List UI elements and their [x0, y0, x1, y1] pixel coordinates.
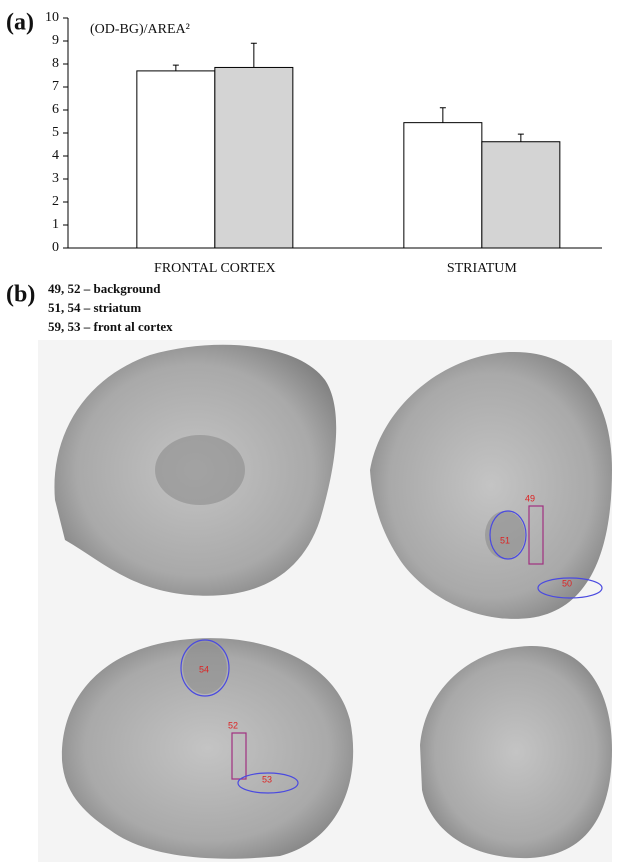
y-axis-label: (OD-BG)/AREA²	[90, 22, 190, 37]
roi-outline	[231, 732, 247, 780]
y-tick-label: 5	[52, 125, 59, 140]
tissue-region	[485, 511, 525, 559]
bar	[214, 66, 294, 249]
error-bar	[439, 107, 446, 123]
tissue-region	[183, 642, 227, 694]
y-tick-label: 6	[52, 102, 59, 117]
roi-label: 52	[228, 720, 238, 730]
tissue-section	[420, 645, 612, 859]
legend-line: 59, 53 – front al cortex	[48, 319, 173, 334]
roi-outline	[528, 505, 544, 565]
tissue-region	[155, 435, 245, 505]
y-tick-label: 10	[45, 10, 59, 25]
y-tick-label: 1	[52, 217, 59, 232]
roi-label: 53	[262, 774, 272, 784]
panel-label: (a)	[6, 10, 34, 36]
bar	[136, 70, 216, 249]
bar	[403, 122, 483, 249]
legend-line: 49, 52 – background	[48, 281, 161, 296]
roi-outline	[237, 772, 299, 794]
bar	[481, 141, 561, 249]
y-tick-label: 8	[52, 56, 59, 71]
error-bar	[172, 64, 179, 71]
roi-outline	[489, 510, 527, 560]
roi-outline	[180, 639, 230, 697]
tissue-section	[370, 351, 612, 619]
legend-line: 51, 54 – striatum	[48, 300, 141, 315]
error-bar	[250, 42, 257, 68]
roi-label: 54	[199, 664, 209, 674]
panel-label: (b)	[6, 282, 35, 308]
error-bar	[517, 133, 524, 142]
roi-label: 51	[500, 535, 510, 545]
roi-outline	[537, 577, 603, 599]
y-tick-label: 4	[52, 148, 59, 163]
y-tick-label: 2	[52, 194, 59, 209]
y-tick-label: 9	[52, 33, 59, 48]
brain-image: 49 51 50 52 54 53	[38, 340, 612, 862]
roi-label: 49	[525, 493, 535, 503]
y-tick-label: 0	[52, 240, 59, 255]
y-tick-label: 7	[52, 79, 59, 94]
x-tick-label: FRONTAL CORTEX	[154, 261, 276, 276]
roi-label: 50	[562, 578, 572, 588]
x-tick-label: STRIATUM	[447, 261, 518, 276]
y-tick-label: 3	[52, 171, 59, 186]
tissue-section	[61, 638, 354, 859]
